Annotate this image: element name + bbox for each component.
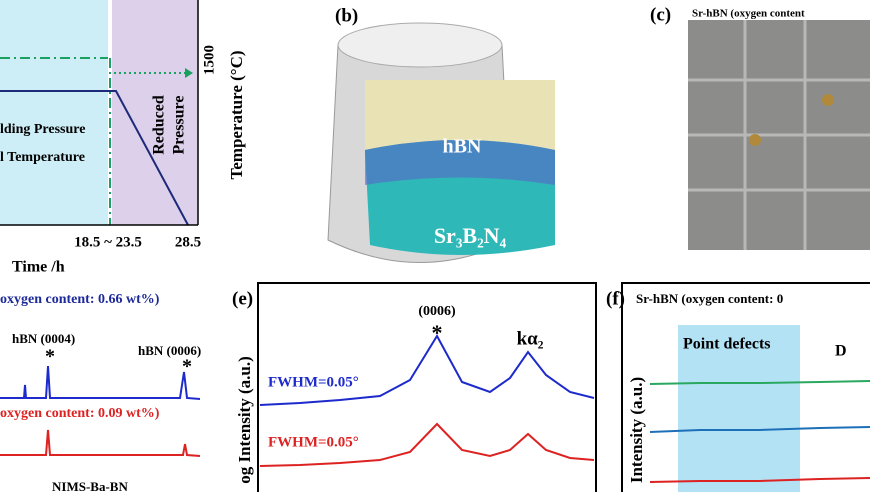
peak-label: (0006) (418, 304, 456, 319)
axis-label: Intensity (a.u.) (627, 377, 646, 483)
spectrum (259, 422, 595, 467)
crystal (749, 134, 761, 146)
plot-frame (621, 282, 870, 492)
panel-title: Sr-hBN (oxygen content (692, 8, 805, 20)
stage-bg (112, 0, 198, 225)
panel-tag: (f) (606, 288, 625, 309)
tick-label: 28.5 (175, 234, 201, 250)
tick-label: 1500 (201, 45, 217, 75)
panel-tag: (b) (335, 5, 358, 26)
plot-frame (257, 282, 597, 492)
peak-marker: * (45, 346, 55, 368)
peak-label: hBN (0004) (12, 331, 75, 346)
spectrum (649, 380, 870, 385)
arrow-head (185, 68, 193, 78)
panel-tag: (e) (232, 288, 253, 309)
region-shade (678, 325, 800, 492)
crucible-rim (337, 22, 503, 68)
sample-label: oxygen content: 0.09 wt%) (0, 406, 160, 421)
region-label: Pressure (171, 96, 188, 155)
sample-label: NIMS-Ba-BN (52, 479, 128, 492)
axis-label: og Intensity (a.u.) (235, 356, 254, 484)
region-label: Reduced (151, 95, 168, 155)
peak-marker: * (182, 356, 192, 378)
axis-label: Temperature (°C) (227, 50, 246, 179)
region-label: D (835, 343, 847, 360)
spectrum (649, 426, 870, 433)
stage-bg (0, 0, 108, 225)
crystal (822, 94, 834, 106)
region-label: Point defects (683, 336, 771, 353)
spectrum (259, 334, 595, 406)
interface (365, 140, 555, 185)
layer-label: hBN (443, 136, 482, 158)
fwhm-label: FWHM=0.05° (268, 434, 359, 450)
layer-label: Sr₃B₂N₄ (434, 223, 507, 248)
fwhm-label: FWHM=0.05° (268, 374, 359, 390)
tick-label: 18.5 ~ 23.5 (74, 234, 142, 250)
pressure-line (0, 90, 189, 226)
spectrum (0, 429, 201, 457)
sample-label: oxygen content: 0.66 wt%) (0, 292, 160, 307)
legend-text: lding Pressure (0, 122, 85, 137)
panel-title: Sr-hBN (oxygen content: 0 (636, 291, 783, 306)
spectrum (0, 365, 201, 400)
sieve-grid (688, 20, 870, 250)
peak-marker: * (432, 320, 443, 345)
peak-label: kα₂ (517, 328, 544, 349)
panel-tag: (c) (650, 4, 671, 25)
hbn-layer (365, 80, 555, 150)
axis-label: Time /h (12, 259, 65, 276)
peak-label: hBN (0006) (138, 343, 201, 358)
spectrum (649, 477, 870, 483)
legend-text: l Temperature (0, 150, 85, 165)
